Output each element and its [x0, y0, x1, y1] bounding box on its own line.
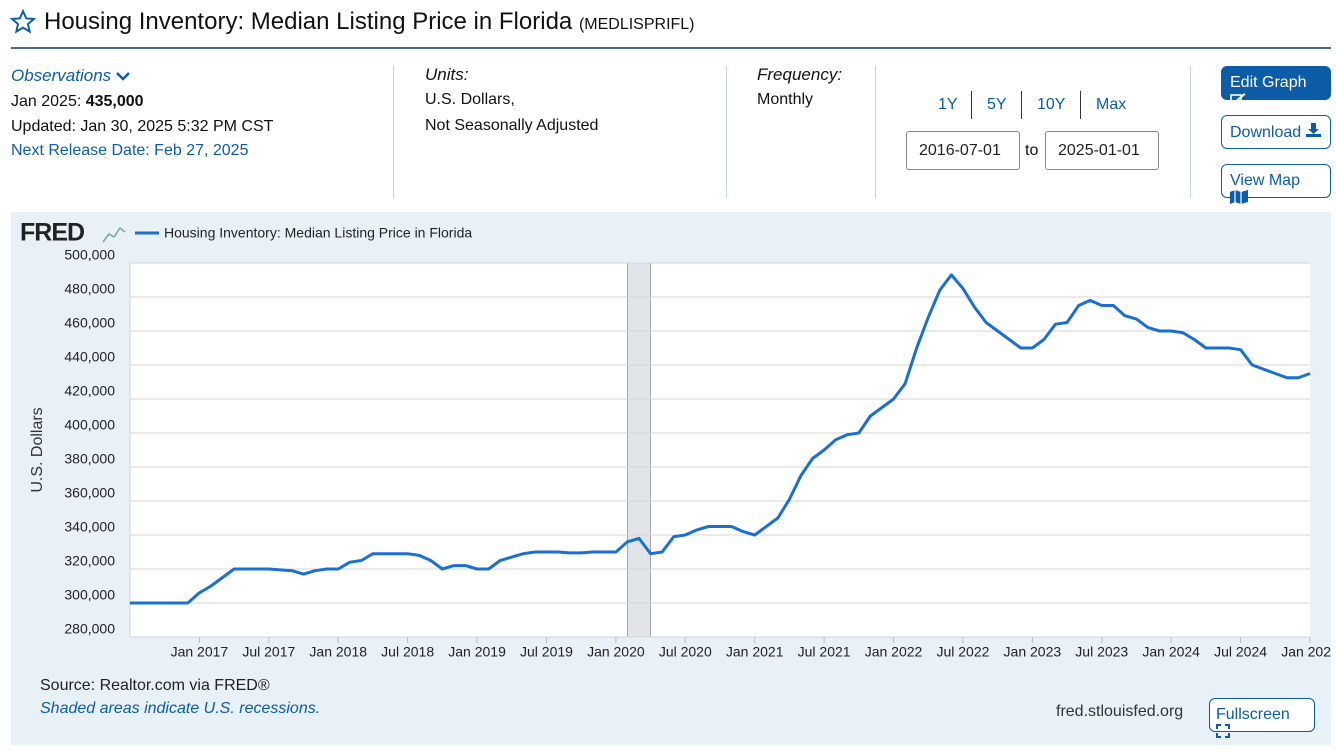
range-sep: [1080, 91, 1081, 119]
observations-label: Observations: [11, 66, 112, 85]
button-label: View Map: [1230, 172, 1300, 189]
button-label: Fullscreen: [1216, 706, 1290, 723]
fred-logo: FRED: [20, 219, 84, 247]
next-release[interactable]: Next Release Date: Feb 27, 2025: [11, 142, 249, 159]
divider: [393, 66, 394, 198]
divider: [875, 66, 876, 198]
title: Housing Inventory: Median Listing Price …: [44, 8, 695, 36]
x-tick-label: Jan 2024: [1142, 644, 1200, 660]
x-tick-label: Jan 2019: [448, 644, 506, 660]
x-tick-label: Jan 2018: [309, 644, 367, 660]
y-tick-label: 340,000: [64, 519, 115, 535]
y-tick-label: 280,000: [64, 621, 115, 637]
x-tick-label: Jul 2022: [936, 644, 989, 660]
y-tick-label: 400,000: [64, 417, 115, 433]
x-tick-label: Jan 2017: [171, 644, 229, 660]
recession-shade: [627, 262, 651, 638]
y-tick-label: 480,000: [64, 281, 115, 297]
x-tick-label: Jan 2025: [1281, 644, 1331, 660]
y-tick-label: 420,000: [64, 383, 115, 399]
x-tick-label: Jan 2022: [865, 644, 923, 660]
chart: 280,000 300,000 320,000 340,000 360,000 380,0…: [20, 219, 1331, 660]
y-tick-label: 360,000: [64, 485, 115, 501]
x-tick-label: Jan 2023: [1004, 644, 1062, 660]
range-button[interactable]: 5Y: [987, 96, 1007, 113]
y-tick-label: 500,000: [64, 247, 115, 263]
observations-toggle[interactable]: Observations: [11, 66, 130, 86]
download-icon: [1305, 123, 1321, 137]
y-tick-label: 380,000: [64, 451, 115, 467]
y-tick-label: 320,000: [64, 553, 115, 569]
site: fred.stlouisfed.org: [1056, 703, 1184, 720]
download-button[interactable]: Download: [1221, 115, 1331, 149]
end-date-input[interactable]: 2025-01-01: [1045, 131, 1159, 170]
units-1: U.S. Dollars,: [425, 91, 515, 108]
x-tick-label: Jul 2021: [798, 644, 851, 660]
series-line: [130, 273, 1311, 605]
updated: Updated: Jan 30, 2025 5:32 PM CST: [11, 118, 274, 135]
range-button[interactable]: Max: [1096, 96, 1127, 113]
fullscreen-button[interactable]: Fullscreen: [1209, 698, 1315, 738]
units-label: Units:: [425, 65, 469, 84]
y-tick-label: 300,000: [64, 587, 115, 603]
x-tick-label: Jul 2017: [242, 644, 295, 660]
latest-observation: Jan 2025: 435,000: [11, 93, 144, 111]
edit-graph-button[interactable]: Edit Graph: [1221, 66, 1331, 106]
x-tick-label: Jan 2020: [587, 644, 645, 660]
recession-note: Shaded areas indicate U.S. recessions.: [40, 700, 321, 717]
x-tick-label: Jul 2020: [659, 644, 712, 660]
y-tick-label: 440,000: [64, 349, 115, 365]
divider: [726, 66, 727, 198]
units-2: Not Seasonally Adjusted: [425, 117, 599, 134]
y-axis-label: U.S. Dollars: [29, 407, 46, 492]
obs-date: Jan 2025:: [11, 93, 82, 110]
range-button[interactable]: 1Y: [938, 96, 958, 113]
divider: [1190, 66, 1191, 198]
logo-graph: [102, 226, 126, 243]
range-sep: [1021, 91, 1022, 119]
to-label: to: [1025, 142, 1039, 159]
x-tick-label: Jul 2024: [1214, 644, 1267, 660]
obs-value: 435,000: [85, 93, 144, 110]
fullscreen-icon: [1216, 724, 1230, 738]
x-tick-label: Jul 2019: [520, 644, 573, 660]
title-rule: [11, 47, 1331, 49]
x-tick-label: Jul 2023: [1075, 644, 1128, 660]
edit-icon: [1230, 93, 1246, 106]
star-icon[interactable]: [10, 9, 36, 35]
chevron: [116, 72, 130, 81]
y-tick-label: 460,000: [64, 315, 115, 331]
view-map-button[interactable]: View Map: [1221, 164, 1331, 204]
chart-panel: 280,000 300,000 320,000 340,000 360,000 380,0…: [11, 212, 1331, 745]
button-label: Download: [1230, 124, 1302, 141]
frequency-label: Frequency:: [757, 65, 843, 84]
source: Source: Realtor.com via FRED®: [40, 677, 270, 694]
button-label: Edit Graph: [1230, 74, 1307, 91]
range-button[interactable]: 10Y: [1037, 96, 1066, 113]
x-tick-label: Jan 2021: [726, 644, 784, 660]
map-icon: [1230, 190, 1248, 204]
legend-label: Housing Inventory: Median Listing Price …: [164, 225, 472, 241]
frequency: Monthly: [757, 91, 814, 108]
series-id: (MEDLISPRIFL): [578, 16, 695, 33]
x-tick-label: Jul 2018: [381, 644, 434, 660]
title-text: Housing Inventory: Median Listing Price …: [44, 8, 573, 35]
range-sep: [971, 91, 972, 119]
start-date-input[interactable]: 2016-07-01: [906, 131, 1020, 170]
plot-area: [130, 263, 1310, 637]
